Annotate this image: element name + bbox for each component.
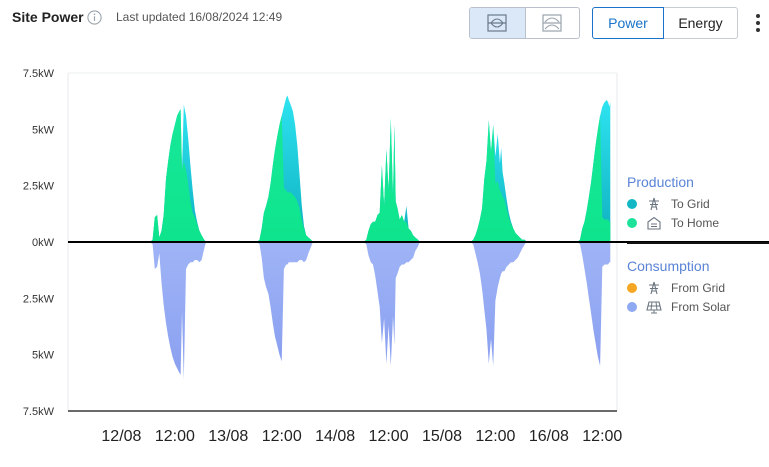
y-tick-label: 7.5kW (23, 68, 55, 80)
x-tick-label: 12:00 (155, 428, 195, 445)
x-tick-label: 12:00 (262, 428, 302, 445)
series-from-solar-area (363, 242, 420, 366)
legend-swatch-to-grid (627, 198, 637, 209)
centered-view-button[interactable] (470, 8, 525, 38)
legend-label-to-home: To Home (671, 215, 720, 230)
legend-swatch-from-grid (627, 282, 637, 293)
page-title: Site Power (12, 9, 84, 25)
legend-label-to-grid: To Grid (671, 196, 710, 211)
y-tick-label: 0kW (32, 237, 55, 249)
series-to-home-area (577, 115, 611, 242)
series-to-home-area (149, 109, 206, 242)
x-tick-label: 12:00 (582, 428, 622, 445)
series-to-home-area (363, 118, 420, 242)
header: Site Power Last updated 16/08/2024 12:49… (0, 0, 769, 46)
legend-consumption-heading: Consumption (627, 258, 710, 274)
legend-divider (627, 242, 769, 244)
more-options-icon[interactable] (750, 12, 766, 34)
x-tick-label: 16/08 (529, 428, 569, 445)
last-updated-text: Last updated 16/08/2024 12:49 (116, 10, 283, 24)
x-tick-label: 12:00 (369, 428, 409, 445)
x-tick-label: 12:00 (475, 428, 515, 445)
centered-axis-icon (487, 14, 507, 32)
power-button[interactable]: Power (592, 7, 664, 39)
legend-swatch-to-home (627, 217, 637, 228)
legend: Production To Grid To Home Consumption F… (627, 174, 769, 316)
series-to-home-area (470, 120, 527, 242)
x-tick-label: 15/08 (422, 428, 462, 445)
y-tick-label: 2.5kW (23, 293, 55, 305)
solar-panel-icon (646, 300, 662, 313)
legend-label-from-solar: From Solar (671, 299, 731, 314)
x-tick-label: 12/08 (101, 428, 141, 445)
legend-item-to-home[interactable]: To Home (627, 213, 769, 232)
legend-swatch-from-solar (627, 301, 637, 312)
legend-production-heading: Production (627, 174, 694, 190)
transmission-tower-icon (649, 281, 659, 294)
energy-button[interactable]: Energy (664, 7, 738, 39)
mode-toggle: Power Energy (592, 7, 738, 39)
legend-item-from-grid[interactable]: From Grid (627, 278, 769, 297)
y-tick-label: 5kW (32, 124, 55, 136)
y-tick-label: 5kW (32, 350, 55, 362)
y-tick-label: 7.5kW (23, 406, 55, 418)
view-toggle (469, 7, 580, 39)
x-tick-label: 13/08 (208, 428, 248, 445)
series-from-solar-area (577, 242, 611, 366)
series-from-solar-area (470, 242, 527, 366)
series-to-home-area (256, 115, 313, 242)
transmission-tower-icon (649, 197, 659, 210)
series-from-solar-area (149, 242, 206, 380)
legend-label-from-grid: From Grid (671, 280, 725, 295)
home-icon (647, 216, 661, 230)
y-tick-label: 2.5kW (23, 181, 55, 193)
x-tick-label: 14/08 (315, 428, 355, 445)
legend-item-to-grid[interactable]: To Grid (627, 194, 769, 213)
stacked-view-button[interactable] (524, 8, 580, 38)
info-icon[interactable] (87, 10, 102, 25)
series-from-solar-area (256, 242, 313, 362)
legend-item-from-solar[interactable]: From Solar (627, 297, 769, 316)
stacked-area-icon (542, 14, 562, 32)
